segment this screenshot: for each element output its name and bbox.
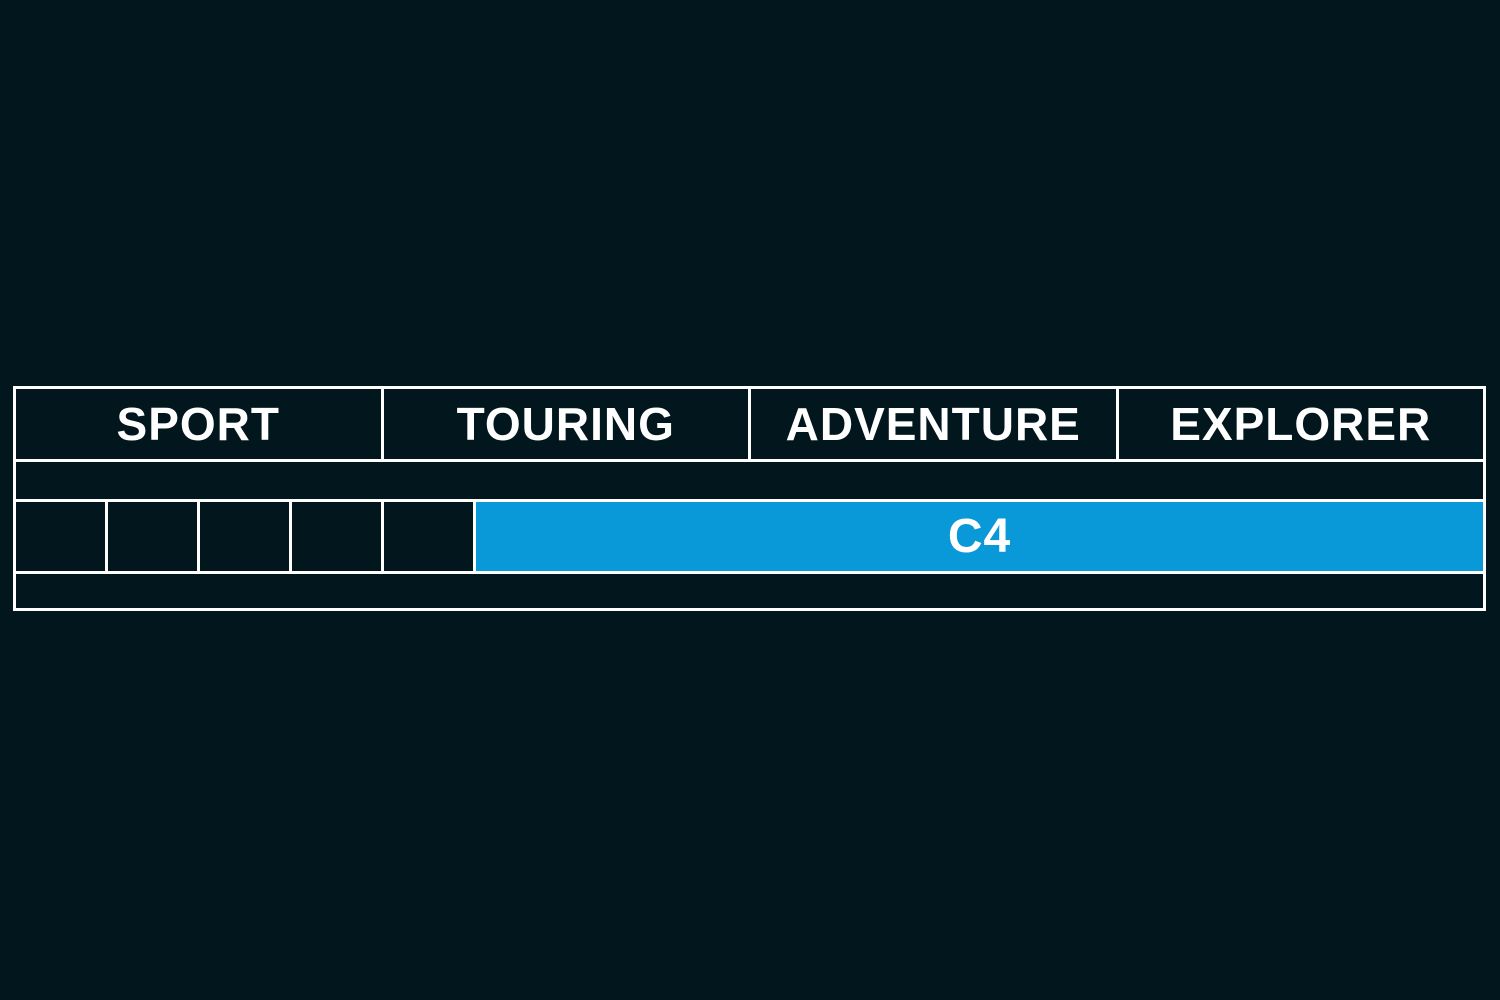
category-cell-sport: SPORT — [16, 389, 384, 459]
category-label-explorer: EXPLORER — [1170, 398, 1432, 450]
scale-subdivision-empty — [200, 502, 292, 571]
category-label-adventure: ADVENTURE — [785, 398, 1081, 450]
c4-range-bar: C4 — [476, 502, 1483, 571]
scale-row: C4 — [16, 502, 1483, 571]
category-cell-touring: TOURING — [384, 389, 751, 459]
horizontal-divider — [16, 499, 1483, 502]
scale-subdivision-empty — [16, 502, 108, 571]
scale-subdivision-empty — [108, 502, 200, 571]
category-header-row: SPORT TOURING ADVENTURE EXPLORER — [16, 389, 1483, 459]
segment-positioning-chart: SPORT TOURING ADVENTURE EXPLORER C4 — [13, 386, 1486, 611]
category-label-sport: SPORT — [116, 398, 280, 450]
horizontal-divider — [16, 459, 1483, 462]
horizontal-divider — [16, 571, 1483, 574]
c4-range-bar-label: C4 — [947, 510, 1012, 563]
category-cell-explorer: EXPLORER — [1119, 389, 1484, 459]
category-label-touring: TOURING — [456, 398, 675, 450]
spacer-row-top — [16, 462, 1483, 499]
scale-subdivision-empty — [384, 502, 476, 571]
spacer-row-bottom — [16, 574, 1483, 608]
category-cell-adventure: ADVENTURE — [751, 389, 1119, 459]
scale-subdivision-empty — [292, 502, 384, 571]
